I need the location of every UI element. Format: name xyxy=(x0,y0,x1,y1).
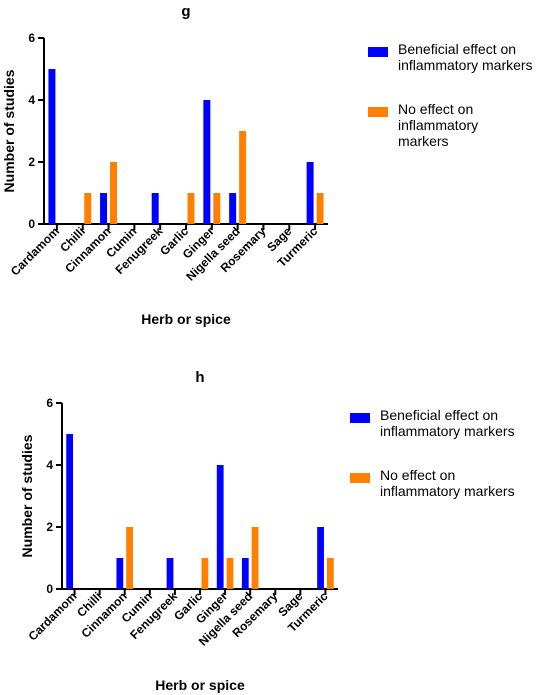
bar-no-effect xyxy=(251,527,259,589)
y-tick-label: 4 xyxy=(46,458,53,472)
bar-no-effect xyxy=(226,558,234,589)
legend-label: inflammatory markers xyxy=(398,57,533,73)
y-tick-label: 6 xyxy=(46,396,53,410)
legend-label: inflammatory markers xyxy=(380,483,515,499)
bar-no-effect xyxy=(84,193,92,224)
bar-no-effect xyxy=(126,527,134,589)
legend-label: Beneficial effect on xyxy=(398,41,516,57)
y-tick-label: 0 xyxy=(28,217,35,231)
x-axis-title: Herb or spice xyxy=(141,311,231,327)
bar-no-effect xyxy=(239,131,247,224)
bar-no-effect xyxy=(326,558,334,589)
bar-beneficial xyxy=(166,558,174,589)
legend-label: markers xyxy=(398,133,449,149)
x-category-label: Cardamom xyxy=(25,589,79,643)
bar-beneficial xyxy=(66,434,74,589)
bar-beneficial xyxy=(116,558,124,589)
legend-swatch xyxy=(368,47,388,57)
y-tick-label: 2 xyxy=(46,520,53,534)
chart-title: g xyxy=(181,3,190,20)
bar-beneficial xyxy=(306,162,314,224)
bar-beneficial xyxy=(216,465,224,589)
bar-no-effect xyxy=(213,193,221,224)
bar-beneficial xyxy=(241,558,249,589)
y-tick-label: 4 xyxy=(28,93,35,107)
y-tick-label: 2 xyxy=(28,155,35,169)
y-axis-title: Number of studies xyxy=(1,69,17,192)
bar-beneficial xyxy=(203,100,211,224)
legend-label: inflammatory xyxy=(398,117,478,133)
bar-no-effect xyxy=(110,162,118,224)
bar-beneficial xyxy=(100,193,108,224)
legend-label: Beneficial effect on xyxy=(380,407,498,423)
y-axis-title: Number of studies xyxy=(19,434,35,557)
bar-no-effect xyxy=(187,193,195,224)
bar-beneficial xyxy=(151,193,159,224)
legend-swatch xyxy=(368,107,388,117)
bar-beneficial xyxy=(317,527,324,589)
legend-label: No effect on xyxy=(398,101,473,117)
y-tick-label: 0 xyxy=(46,582,53,596)
chart-title: h xyxy=(195,369,204,386)
bar-beneficial xyxy=(229,193,237,224)
legend-swatch xyxy=(350,473,370,483)
x-axis-title: Herb or spice xyxy=(155,677,245,693)
legend-label: No effect on xyxy=(380,467,455,483)
y-tick-label: 6 xyxy=(28,31,35,45)
legend-swatch xyxy=(350,413,370,423)
bar-no-effect xyxy=(201,558,209,589)
x-category-label: Cardamom xyxy=(8,224,62,278)
bar-beneficial xyxy=(48,69,56,224)
bar-no-effect xyxy=(316,193,324,224)
legend-label: inflammatory markers xyxy=(380,423,515,439)
